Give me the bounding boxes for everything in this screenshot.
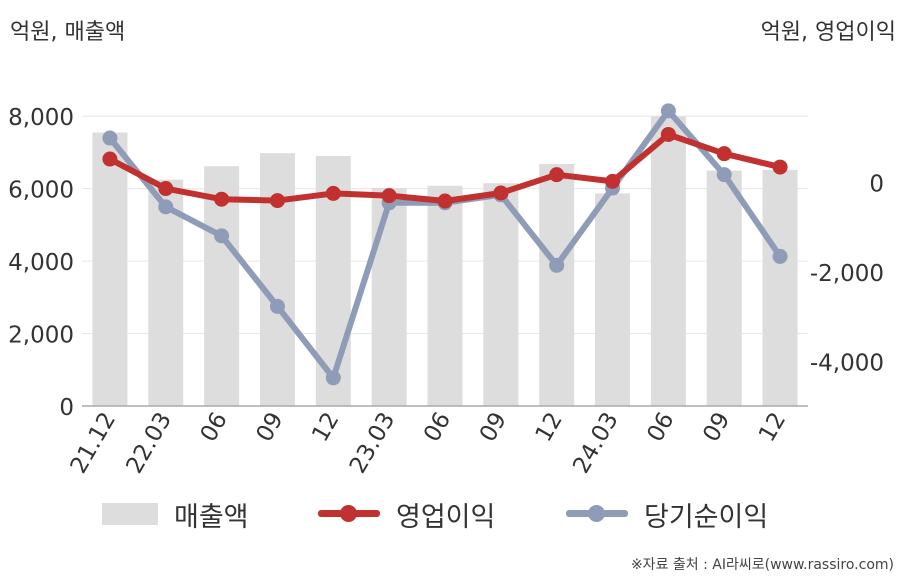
line-series <box>102 103 788 386</box>
left-axis-unit-label: 억원, 매출액 <box>10 20 126 45</box>
left-tick-label: 0 <box>59 395 74 421</box>
right-tick-label: 0 <box>869 172 884 198</box>
operating-profit-point <box>437 193 453 209</box>
operating-profit-point <box>549 167 565 183</box>
x-tick-label: 23.03 <box>345 408 400 478</box>
left-tick-label: 4,000 <box>8 250 74 276</box>
x-tick-label: 12 <box>754 408 791 446</box>
operating-profit-point <box>605 173 621 189</box>
revenue-bar <box>483 183 519 406</box>
revenue-bar <box>762 169 798 406</box>
net-income-point <box>214 228 230 244</box>
legend-swatch-net-income <box>566 492 628 536</box>
net-income-point <box>549 257 565 273</box>
revenue-bar <box>148 179 184 406</box>
operating-profit-point <box>772 159 788 175</box>
source-note: ※자료 출처 : AI라씨로(www.rassiro.com) <box>630 557 894 573</box>
x-tick-label: 09 <box>475 408 512 446</box>
operating-profit-point <box>381 188 397 204</box>
revenue-bar <box>595 193 631 406</box>
legend-swatch-operating-profit <box>318 492 380 536</box>
x-tick-label: 09 <box>698 408 735 446</box>
revenue-bar <box>706 170 742 406</box>
revenue-bar <box>539 164 575 406</box>
net-income-point <box>716 167 732 183</box>
legend-item-net-income: 당기순이익 <box>566 492 768 536</box>
operating-profit-point <box>269 193 285 209</box>
x-tick-label: 22.03 <box>122 408 177 478</box>
left-tick-label: 8,000 <box>8 105 74 131</box>
legend-label-revenue: 매출액 <box>174 501 249 533</box>
operating-profit-point <box>493 185 509 201</box>
revenue-bar <box>371 187 407 406</box>
net-income-point <box>325 370 341 386</box>
left-tick-label: 6,000 <box>8 178 74 204</box>
legend-label-net-income: 당기순이익 <box>644 501 769 533</box>
net-income-point <box>660 103 676 119</box>
net-income-point <box>158 199 174 215</box>
right-axis-unit-label: 억원, 영업이익 <box>760 20 896 45</box>
revenue-bar <box>92 132 128 406</box>
operating-profit-point <box>102 151 118 167</box>
operating-profit-point <box>660 126 676 142</box>
revenue-bar <box>650 116 686 406</box>
right-tick-label: -4,000 <box>810 350 884 376</box>
right-tick-label: -2,000 <box>810 261 884 287</box>
legend-label-operating-profit: 영업이익 <box>396 501 496 533</box>
net-income-point <box>772 248 788 264</box>
legend-item-operating-profit: 영업이익 <box>318 492 495 536</box>
x-tick-label: 06 <box>196 408 233 446</box>
operating-profit-point <box>716 146 732 162</box>
x-tick-label: 06 <box>419 408 456 446</box>
x-tick-label: 12 <box>307 408 344 446</box>
x-tick-label: 09 <box>252 408 289 446</box>
x-tick-label: 06 <box>642 408 679 446</box>
revenue-bar <box>259 153 295 406</box>
left-tick-label: 2,000 <box>8 323 74 349</box>
x-tick-label: 12 <box>531 408 568 446</box>
legend-item-revenue: 매출액 <box>102 492 249 536</box>
net-income-point <box>269 298 285 314</box>
operating-profit-point <box>158 181 174 197</box>
revenue-bar <box>427 185 463 406</box>
net-income-point <box>102 130 118 146</box>
x-tick-label: 24.03 <box>568 408 623 478</box>
operating-profit-point <box>214 191 230 207</box>
operating-profit-point <box>325 185 341 201</box>
legend-swatch-revenue <box>102 503 158 525</box>
